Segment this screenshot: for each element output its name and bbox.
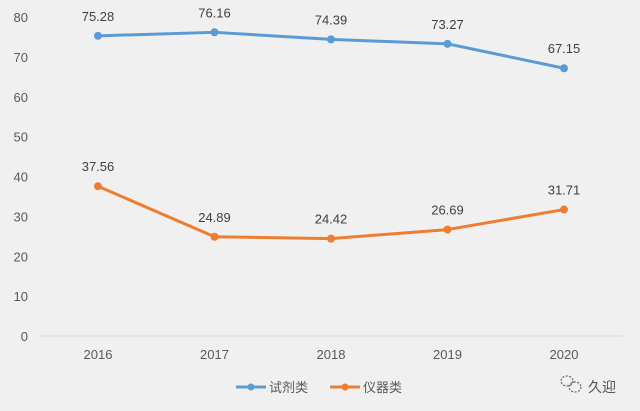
data-label: 73.27 (431, 17, 464, 32)
data-point (94, 182, 102, 191)
y-tick-label: 20 (14, 249, 28, 264)
data-label: 37.56 (82, 159, 115, 174)
watermark: 久迎 (560, 375, 616, 395)
legend: 试剂类 仪器类 (236, 380, 402, 395)
data-point (210, 28, 219, 37)
legend-label: 仪器类 (363, 380, 402, 395)
data-label: 24.89 (198, 210, 231, 225)
y-tick-label: 0 (21, 329, 28, 344)
data-point (327, 234, 335, 243)
data-label: 75.28 (82, 9, 115, 24)
data-point (94, 31, 102, 40)
x-tick-label: 2019 (433, 347, 462, 362)
legend-point-marker (247, 383, 255, 391)
data-point (560, 205, 568, 214)
data-point (560, 64, 568, 73)
watermark-text: 久迎 (588, 379, 616, 395)
y-tick-label: 60 (14, 90, 28, 105)
series-2: 37.56 24.89 24.42 26.69 31.71 (82, 159, 581, 243)
data-label: 74.39 (315, 12, 348, 27)
series-1: 75.28 76.16 74.39 73.27 67.15 (82, 5, 581, 73)
x-tick-label: 2017 (200, 347, 229, 362)
y-axis: 0 10 20 30 40 50 60 70 80 (14, 10, 28, 344)
legend-point-marker (341, 383, 349, 391)
x-tick-label: 2020 (550, 347, 579, 362)
series-group: 75.28 76.16 74.39 73.27 67.15 37.56 24.89 24.42… (82, 5, 581, 243)
legend-label: 试剂类 (269, 380, 308, 395)
x-tick-label: 2018 (317, 347, 346, 362)
data-point (210, 232, 219, 241)
data-label: 26.69 (431, 203, 464, 218)
data-label: 24.42 (315, 212, 348, 227)
y-tick-label: 30 (14, 209, 28, 224)
data-point (443, 39, 452, 48)
legend-item-2: 仪器类 (330, 380, 402, 395)
y-tick-label: 50 (14, 130, 28, 145)
x-tick-label: 2016 (84, 347, 113, 362)
y-tick-label: 80 (14, 10, 28, 25)
wechat-icon (560, 375, 582, 393)
x-axis: 2016 2017 2018 2019 2020 (84, 347, 579, 362)
data-label: 31.71 (548, 183, 581, 198)
y-tick-label: 70 (14, 50, 28, 65)
data-point (327, 35, 335, 44)
y-tick-label: 40 (14, 170, 28, 185)
legend-item-1: 试剂类 (236, 380, 308, 395)
y-tick-label: 10 (14, 289, 28, 304)
data-label: 76.16 (198, 5, 231, 20)
data-point (443, 225, 452, 234)
data-label: 67.15 (548, 41, 581, 56)
